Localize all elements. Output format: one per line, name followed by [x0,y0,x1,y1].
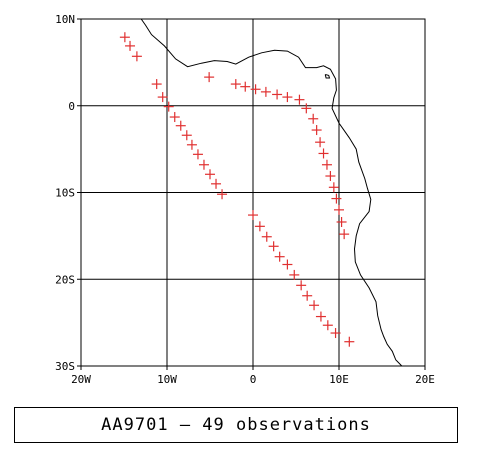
observation-marker [315,311,326,322]
observation-marker [204,72,215,83]
observation-marker [260,86,271,97]
observation-marker [318,148,329,159]
observation-marker [192,149,203,160]
observation-marker [301,103,312,114]
observation-marker [282,259,293,270]
observation-marker [181,130,192,141]
observation-marker [186,139,197,150]
lat-tick-label: 10N [55,13,75,26]
caption-title: AA9701 — 49 observations [101,415,371,435]
observation-marker [325,171,336,182]
lon-tick-label: 20W [71,373,91,386]
observation-marker [169,112,180,123]
observation-marker [344,336,355,347]
bioko-island [324,74,331,79]
observation-marker [157,92,168,103]
observation-marker [315,137,326,148]
observation-marker [328,182,339,193]
lon-tick-label: 0 [250,373,257,386]
graticule [81,19,425,366]
observation-marker [230,79,241,90]
lat-tick-label: 30S [55,360,75,373]
observation-marker [163,101,174,112]
observation-marker [321,159,332,170]
observation-marker [331,193,342,204]
observation-marker [294,94,305,105]
observation-marker [211,178,222,189]
observation-marker [217,189,228,200]
observation-marker [248,210,258,221]
tick-labels: 20W 10W 0 10E 20E 10N 0 10S 20S 30S [55,13,435,386]
observation-marker [274,251,285,262]
observation-marker [336,216,347,227]
observation-marker [151,79,162,90]
observation-marker [330,328,341,339]
lon-tick-label: 10W [157,373,177,386]
lat-tick-label: 20S [55,273,75,286]
observation-marker [296,280,307,291]
caption-box: AA9701 — 49 observations [14,407,458,443]
observation-marker [261,231,272,242]
observation-marker [322,320,333,331]
coastline-layer [140,18,403,367]
observation-marker [131,51,142,62]
observation-marker [254,221,265,232]
observation-marker [272,89,283,100]
observation-marker [205,169,215,180]
observation-marker [311,125,322,136]
africa-coastline [140,18,403,367]
lat-tick-label: 10S [55,187,75,200]
lon-tick-label: 10E [329,373,349,386]
observation-marker [302,290,313,301]
lon-tick-label: 20E [415,373,435,386]
observation-marker [309,300,320,311]
observation-marker [175,120,186,131]
observation-marker [125,40,136,51]
observation-marker [198,159,209,170]
observation-marker [250,84,261,95]
observation-marker [240,81,251,92]
observation-marker [308,113,319,124]
observation-markers [119,32,355,347]
observation-marker [119,32,130,43]
observation-marker [334,204,344,215]
observation-marker [282,92,293,103]
observation-marker [268,241,279,252]
lat-tick-label: 0 [68,100,75,113]
observation-marker [339,229,350,240]
observation-marker [289,269,300,280]
